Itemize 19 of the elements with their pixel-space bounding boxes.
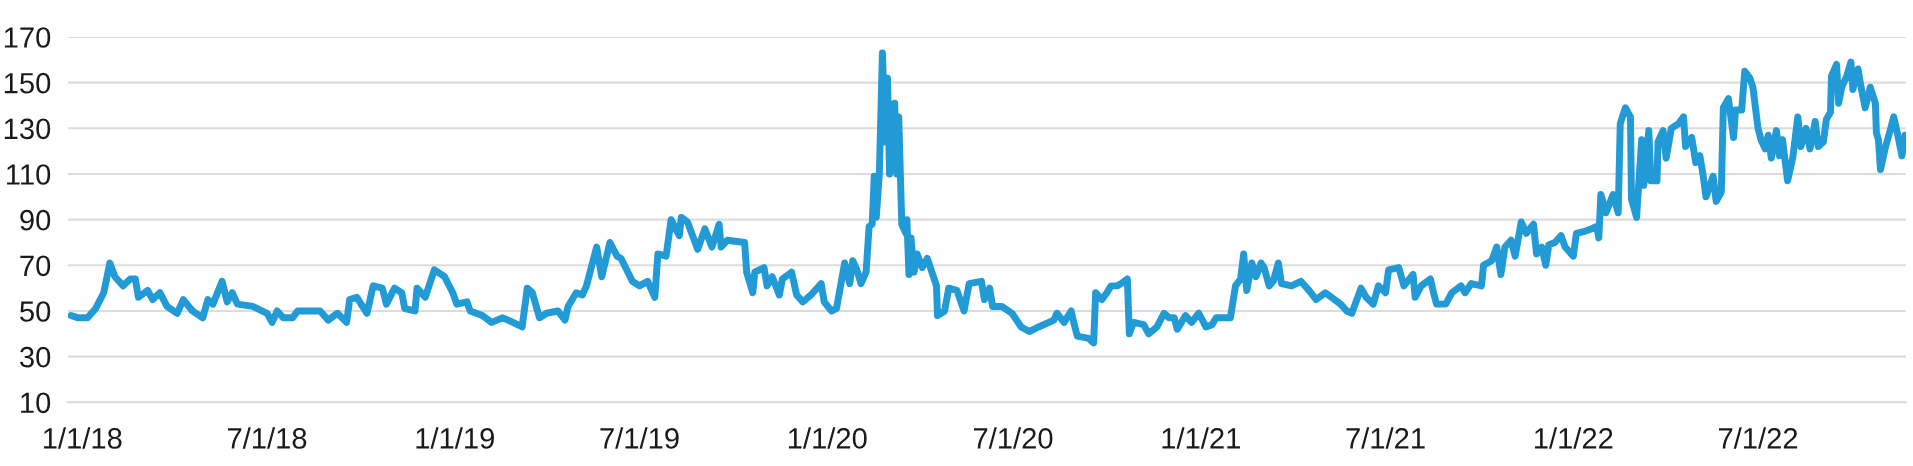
x-tick-label: 7/1/19 — [600, 427, 679, 449]
y-tick-label: 130 — [4, 118, 51, 140]
x-tick-label: 1/1/20 — [788, 427, 867, 449]
y-tick-label: 110 — [7, 164, 51, 185]
x-tick-label: 7/1/20 — [973, 427, 1053, 449]
x-tick-label: 1/1/19 — [416, 427, 494, 449]
y-tick-label: 70 — [20, 255, 51, 277]
y-tick-label: 170 — [4, 27, 51, 48]
x-tick-label: 7/1/18 — [227, 427, 307, 449]
x-tick-label: 7/1/21 — [1346, 427, 1425, 449]
y-tick-label: 30 — [20, 346, 51, 368]
x-tick-label: 7/1/22 — [1718, 427, 1798, 449]
y-tick-label: 90 — [20, 209, 51, 231]
x-tick-label: 1/1/18 — [43, 427, 122, 449]
y-tick-label: 50 — [20, 301, 51, 322]
y-tick-label: 150 — [4, 72, 51, 94]
x-tick-label: 1/1/21 — [1162, 427, 1240, 449]
x-tick-label: 1/1/22 — [1534, 427, 1613, 449]
y-tick-label: 10 — [21, 392, 51, 414]
